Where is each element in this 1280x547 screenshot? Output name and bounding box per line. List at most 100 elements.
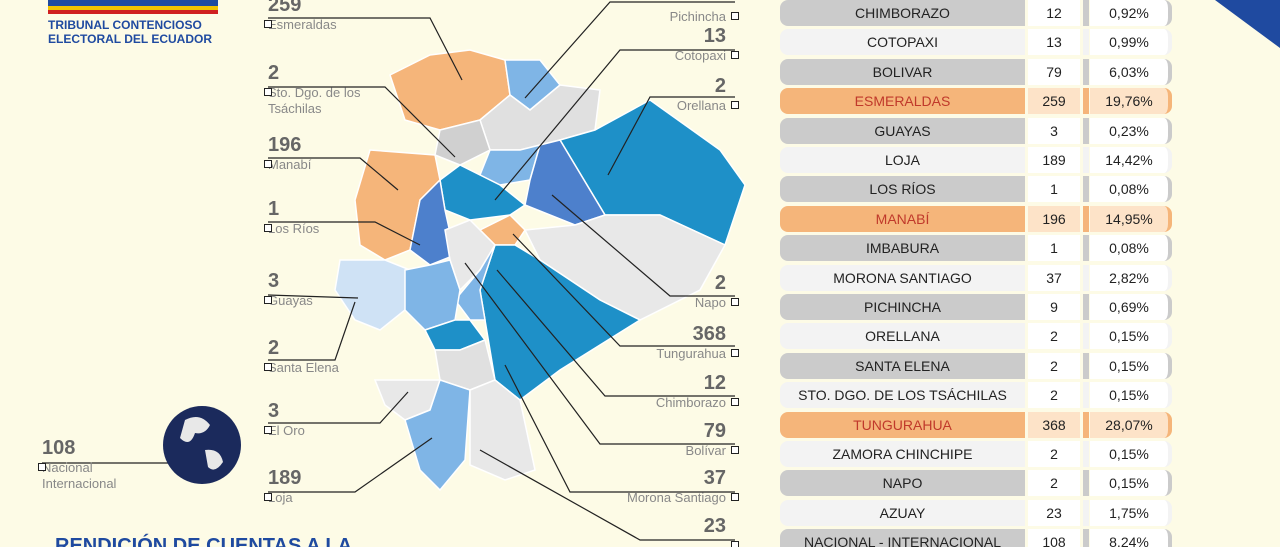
globe [163,406,241,484]
label-name: El Oro [268,423,305,438]
label-value: 196 [268,134,302,156]
cell-sep [1083,352,1089,379]
marker [264,88,272,96]
map-label: 108 Nacional Internacional [42,437,232,492]
cell-pct: 0,08% [1090,235,1172,262]
label-name: Esmeraldas [268,17,337,32]
marker [264,296,272,304]
cell-name: ZAMORA CHINCHIPE [780,441,1025,467]
cell-pct: 1,75% [1090,499,1172,526]
marker [264,20,272,28]
logo-bar [48,6,218,10]
footer-title: RENDICIÓN DE CUENTAS A LA [55,535,353,547]
map-label: 189 Loja [268,467,458,506]
cell-pct: 0,99% [1090,29,1172,56]
marker [264,160,272,168]
map-label: 12 Chimborazo [536,372,726,411]
cell-sep [1083,88,1089,115]
map-label: 2 Napo [536,272,726,311]
cell-count: 2 [1028,441,1080,467]
cell-name: ESMERALDAS [780,88,1025,115]
cell-count: 12 [1028,0,1080,26]
cell-pct: 0,15% [1090,470,1172,497]
cell-name: LOJA [780,147,1025,173]
label-value: 2 [268,62,280,84]
map-label: Pichincha [536,0,726,25]
marker [731,493,739,501]
map-label: 3 Guayas [268,270,458,309]
cell-pct: 0,15% [1090,323,1172,350]
cell-pct: 0,23% [1090,117,1172,144]
cell-pct: 6,03% [1090,58,1172,85]
label-name: Tungurahua [656,346,726,361]
map-label: 79 Bolívar [536,420,726,459]
cell-count: 2 [1028,470,1080,497]
cell-sep [1083,29,1089,56]
cell-count: 79 [1028,58,1080,85]
marker [38,463,46,471]
cell-name: BOLIVAR [780,58,1025,85]
label-name: Los Ríos [268,221,320,236]
logo-bar [48,0,218,6]
label-value: 79 [703,420,726,442]
cell-sep [1083,117,1089,144]
map-label: 2 Santa Elena [268,337,458,376]
cell-sep [1083,294,1089,320]
label-value: 1 [268,198,280,220]
marker [264,426,272,434]
label-name: Orellana [676,98,726,113]
cell-name: LOS RÍOS [780,176,1025,203]
cell-count: 259 [1028,88,1080,115]
cell-pct: 0,15% [1090,382,1172,409]
label-value: 3 [268,400,280,422]
logo-bar [48,10,218,14]
label-value: 108 [42,437,76,459]
label-value: 259 [268,0,302,16]
label-name: Santa Elena [268,360,339,375]
cell-pct: 19,76% [1090,88,1172,115]
label-value: 368 [692,323,726,345]
cell-count: 9 [1028,294,1080,320]
label-value: 12 [703,372,726,394]
cell-sep [1083,58,1089,85]
cell-pct: 28,07% [1090,411,1172,438]
map-label: 2 Sto. Dgo. de los Tsáchilas [268,62,458,117]
label-value: 189 [268,467,302,489]
marker [731,12,739,20]
cell-pct: 0,15% [1090,352,1172,379]
marker [731,398,739,406]
cell-name: NAPO [780,470,1025,497]
label-name: Guayas [268,293,313,308]
cell-pct: 14,95% [1090,205,1172,232]
cell-name: PICHINCHA [780,294,1025,320]
cell-sep [1083,147,1089,173]
cell-sep [1083,411,1089,438]
logo-text: TRIBUNAL CONTENCIOSO [48,18,202,32]
label-name: Loja [268,490,293,505]
cell-name: NACIONAL - INTERNACIONAL [780,529,1025,547]
marker [731,446,739,454]
cell-name: AZUAY [780,499,1025,526]
cell-sep [1083,176,1089,203]
label-spacer [536,0,726,9]
label-value: 2 [714,272,726,294]
cell-count: 1 [1028,176,1080,203]
cell-pct: 8,24% [1090,529,1172,547]
cell-name: GUAYAS [780,117,1025,144]
map-label: 13 Cotopaxi [536,25,726,64]
cell-pct: 0,69% [1090,294,1172,320]
cell-name: CHIMBORAZO [780,0,1025,26]
cell-sep [1083,0,1089,26]
leader-lines [42,1,735,541]
cell-count: 2 [1028,323,1080,350]
cell-sep [1083,499,1089,526]
logo: TRIBUNAL CONTENCIOSO ELECTORAL DEL ECUAD… [48,18,212,46]
marker [731,101,739,109]
cell-pct: 0,08% [1090,176,1172,203]
cell-sep [1083,205,1089,232]
cell-count: 368 [1028,411,1080,438]
cell-sep [1083,235,1089,262]
label-name: Pichincha [669,9,726,24]
label-name: Cotopaxi [674,48,726,63]
